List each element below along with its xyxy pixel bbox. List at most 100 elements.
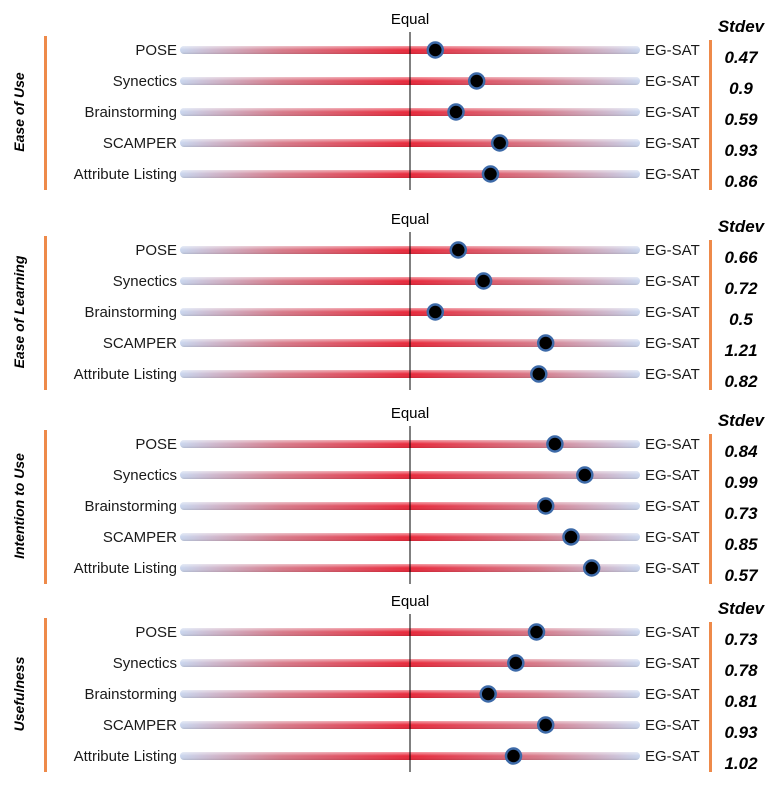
stdev-value: 0.85 bbox=[724, 535, 758, 554]
stdev-value: 0.84 bbox=[724, 442, 758, 461]
panel-usefulness: Equal Stdev Usefulness POSE EG-SAT 0.73 Synect… bbox=[11, 593, 766, 773]
data-point bbox=[546, 435, 564, 453]
data-point bbox=[447, 103, 465, 121]
eg-sat-label: EG-SAT bbox=[645, 560, 700, 577]
row-label: Synectics bbox=[113, 273, 177, 290]
equal-label: Equal bbox=[391, 405, 429, 422]
row-label: Attribute Listing bbox=[74, 166, 177, 183]
stdev-value: 0.99 bbox=[724, 473, 758, 492]
row-label: POSE bbox=[135, 624, 177, 641]
data-point bbox=[504, 747, 523, 765]
stdev-value: 0.73 bbox=[724, 630, 758, 649]
stdev-value: 0.9 bbox=[729, 79, 753, 98]
eg-sat-label: EG-SAT bbox=[645, 273, 700, 290]
left-bracket bbox=[44, 236, 47, 390]
stdev-value: 0.78 bbox=[724, 661, 758, 680]
eg-sat-label: EG-SAT bbox=[645, 304, 700, 321]
equal-label: Equal bbox=[391, 211, 429, 228]
row-label: SCAMPER bbox=[103, 335, 177, 352]
stdev-value: 0.72 bbox=[724, 279, 758, 298]
stdev-value: 1.21 bbox=[724, 341, 757, 360]
eg-sat-label: EG-SAT bbox=[645, 717, 700, 734]
eg-sat-label: EG-SAT bbox=[645, 335, 700, 352]
eg-sat-label: EG-SAT bbox=[645, 498, 700, 515]
data-point bbox=[536, 716, 555, 734]
data-point bbox=[582, 559, 601, 577]
stdev-header: Stdev bbox=[718, 411, 766, 430]
row-label: Attribute Listing bbox=[74, 560, 177, 577]
eg-sat-label: EG-SAT bbox=[645, 467, 700, 484]
section-title: Ease of Use bbox=[11, 72, 27, 152]
section-title: Usefulness bbox=[11, 656, 27, 731]
section-title: Intention to Use bbox=[11, 453, 27, 559]
data-point bbox=[530, 365, 548, 383]
right-bracket bbox=[709, 434, 712, 584]
panel-intention-to-use: Equal Stdev Intention to Use POSE EG-SAT 0.84… bbox=[11, 405, 766, 585]
data-point bbox=[474, 272, 493, 290]
panel-ease-of-learning: Equal Stdev Ease of Learning POSE EG-SAT 0.66… bbox=[11, 211, 766, 391]
row-label: Synectics bbox=[113, 467, 177, 484]
left-bracket bbox=[44, 430, 47, 584]
data-point bbox=[562, 528, 580, 546]
data-point bbox=[536, 497, 555, 515]
eg-sat-label: EG-SAT bbox=[645, 624, 700, 641]
stdev-value: 0.66 bbox=[724, 248, 758, 267]
eg-sat-label: EG-SAT bbox=[645, 655, 700, 672]
eg-sat-label: EG-SAT bbox=[645, 366, 700, 383]
data-point bbox=[507, 654, 525, 672]
data-point bbox=[527, 623, 546, 641]
row-label: Attribute Listing bbox=[74, 366, 177, 383]
right-bracket bbox=[709, 40, 712, 190]
data-point bbox=[481, 165, 500, 183]
left-bracket bbox=[44, 618, 47, 772]
data-point bbox=[536, 334, 555, 352]
eg-sat-label: EG-SAT bbox=[645, 436, 700, 453]
right-bracket bbox=[709, 240, 712, 390]
stdev-header: Stdev bbox=[718, 17, 766, 36]
row-label: POSE bbox=[135, 242, 177, 259]
stdev-value: 0.82 bbox=[724, 372, 758, 391]
eg-sat-label: EG-SAT bbox=[645, 686, 700, 703]
row-label: SCAMPER bbox=[103, 529, 177, 546]
stdev-value: 0.47 bbox=[724, 48, 759, 67]
row-label: Brainstorming bbox=[84, 686, 177, 703]
stdev-value: 0.93 bbox=[724, 141, 758, 160]
row-label: SCAMPER bbox=[103, 135, 177, 152]
data-point bbox=[467, 72, 486, 90]
stdev-value: 0.59 bbox=[724, 110, 758, 129]
stdev-value: 0.5 bbox=[729, 310, 753, 329]
left-bracket bbox=[44, 36, 47, 190]
data-point bbox=[490, 134, 509, 152]
row-label: Brainstorming bbox=[84, 304, 177, 321]
data-point bbox=[426, 41, 445, 59]
stdev-header: Stdev bbox=[718, 217, 766, 236]
stdev-value: 0.93 bbox=[724, 723, 758, 742]
eg-sat-label: EG-SAT bbox=[645, 42, 700, 59]
eg-sat-label: EG-SAT bbox=[645, 529, 700, 546]
eg-sat-label: EG-SAT bbox=[645, 73, 700, 90]
equal-label: Equal bbox=[391, 593, 429, 610]
row-label: Brainstorming bbox=[84, 498, 177, 515]
data-point bbox=[426, 303, 445, 321]
equal-label: Equal bbox=[391, 11, 429, 28]
eg-sat-label: EG-SAT bbox=[645, 166, 700, 183]
eg-sat-label: EG-SAT bbox=[645, 135, 700, 152]
row-label: POSE bbox=[135, 436, 177, 453]
stdev-value: 0.57 bbox=[724, 566, 759, 585]
data-point bbox=[479, 685, 497, 703]
data-point bbox=[449, 241, 468, 259]
data-point bbox=[576, 466, 594, 484]
row-label: SCAMPER bbox=[103, 717, 177, 734]
stdev-header: Stdev bbox=[718, 599, 766, 618]
eg-sat-label: EG-SAT bbox=[645, 104, 700, 121]
right-bracket bbox=[709, 622, 712, 772]
stdev-value: 0.81 bbox=[724, 692, 757, 711]
eg-sat-label: EG-SAT bbox=[645, 242, 700, 259]
stdev-value: 0.86 bbox=[724, 172, 758, 191]
row-label: Attribute Listing bbox=[74, 748, 177, 765]
section-title: Ease of Learning bbox=[11, 255, 27, 368]
row-label: Brainstorming bbox=[84, 104, 177, 121]
stdev-value: 0.73 bbox=[724, 504, 758, 523]
panel-ease-of-use: Equal Stdev Ease of Use POSE EG-SAT 0.47 Synec… bbox=[11, 11, 766, 191]
